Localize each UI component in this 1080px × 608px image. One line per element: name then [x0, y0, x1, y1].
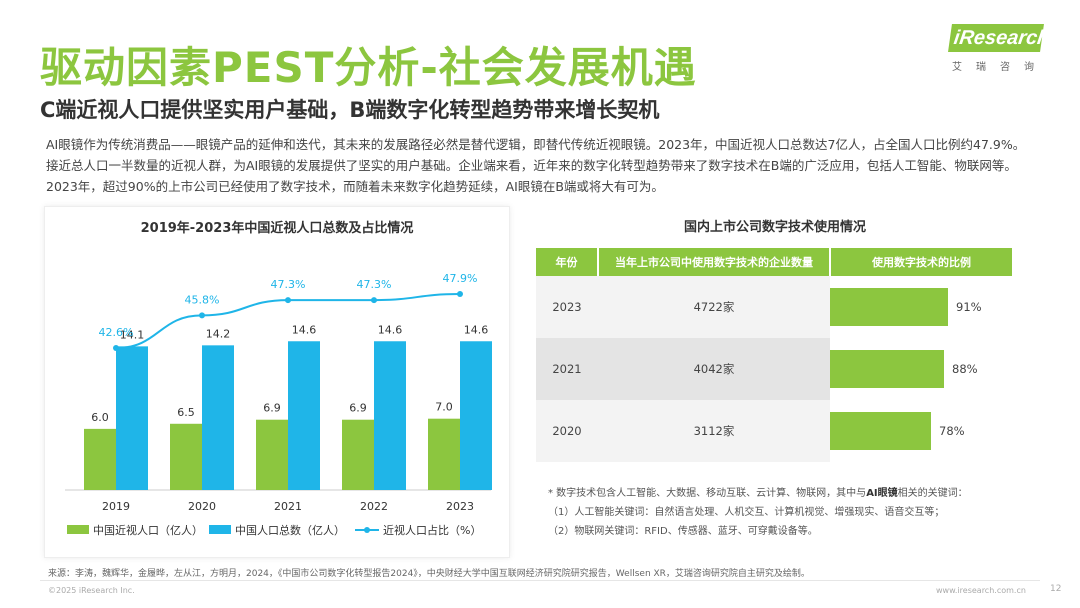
- bar-label: 14.1: [120, 328, 145, 341]
- bar-label: 6.0: [91, 411, 109, 424]
- bar-total-population: [288, 341, 320, 490]
- iresearch-logo: iResearch 艾瑞咨询: [948, 24, 1051, 74]
- x-tick-label: 2019: [102, 500, 130, 513]
- legend-label: 中国近视人口（亿人）: [93, 523, 203, 537]
- point-myopia-ratio: [113, 345, 119, 351]
- table-header-row: 年份 当年上市公司中使用数字技术的企业数量 使用数字技术的比例: [536, 248, 1012, 276]
- bar-label: 14.6: [292, 323, 317, 336]
- cell-count: 3112家: [598, 400, 830, 462]
- bar-label: 14.6: [378, 323, 403, 336]
- source-note: 来源：李涛，魏辉华，金履晔，左从江，方明月，2024，《中国市公司数字化转型报告…: [48, 569, 810, 579]
- bar-total-population: [116, 346, 148, 490]
- table-title: 国内上市公司数字技术使用情况: [683, 220, 866, 235]
- note-line-1: * 数字技术包含人工智能、大数据、移动互联、云计算、物联网，其中与AI眼镜相关的…: [548, 488, 968, 499]
- point-label: 47.9%: [443, 272, 478, 285]
- x-tick-label: 2022: [360, 500, 388, 513]
- bar-label: 14.6: [464, 323, 489, 336]
- bar-label: 6.9: [263, 402, 281, 415]
- note-line-2: （1）人工智能关键词：自然语言处理、人机交互、计算机视觉、增强现实、语音交互等；: [548, 507, 945, 518]
- table-row: 2020 3112家 78%: [536, 400, 1012, 462]
- cell-year: 2023: [536, 276, 598, 338]
- logo-subtitle: 艾瑞咨询: [952, 62, 1048, 73]
- bar-myopia-population: [170, 423, 202, 490]
- point-myopia-ratio: [371, 297, 377, 304]
- point-myopia-ratio: [199, 312, 205, 319]
- cell-year: 2021: [536, 338, 598, 400]
- cell-ratio: 91%: [830, 276, 1012, 338]
- bar-total-population: [374, 341, 406, 490]
- x-tick-label: 2021: [274, 500, 302, 513]
- page-number: 12: [1050, 584, 1062, 594]
- ratio-bar: [830, 288, 948, 326]
- point-label: 47.3%: [271, 278, 306, 291]
- ratio-label: 91%: [956, 300, 982, 314]
- cell-ratio: 78%: [830, 400, 1012, 462]
- bar-total-population: [202, 345, 234, 490]
- bar-label: 14.2: [206, 327, 231, 340]
- bar-label: 7.0: [435, 401, 453, 414]
- bar-label: 6.9: [349, 402, 367, 415]
- bar-total-population: [460, 341, 492, 490]
- myopia-chart-panel: 2019年-2023年中国近视人口总数及占比情况 6.0 14.1 2019 6.5 1…: [44, 206, 510, 558]
- ratio-bar: [830, 350, 944, 388]
- bar-myopia-population: [342, 419, 374, 490]
- table-row: 2021 4042家 88%: [536, 338, 1012, 400]
- myopia-chart: 6.0 14.1 2019 6.5 14.2 2020 6.9 14.6 2021 6.9 14.6…: [65, 272, 492, 537]
- footer-divider: [40, 580, 1040, 581]
- note-line-3: （2）物联网关键词：RFID、传感器、蓝牙、可穿戴设备等。: [548, 526, 818, 537]
- ratio-label: 88%: [952, 362, 978, 376]
- legend-label: 近视人口占比（%）: [383, 523, 481, 537]
- ratio-bar: [830, 412, 931, 450]
- page-subtitle: C端近视人口提供坚实用户基础，B端数字化转型趋势带来增长契机: [40, 98, 660, 122]
- point-myopia-ratio: [285, 297, 291, 304]
- legend-swatch-total: [209, 525, 231, 534]
- x-tick-label: 2023: [446, 500, 474, 513]
- chart-title: 2019年-2023年中国近视人口总数及占比情况: [140, 221, 414, 236]
- digital-tech-table: 年份 当年上市公司中使用数字技术的企业数量 使用数字技术的比例 2023 472…: [536, 248, 1012, 462]
- bar-myopia-population: [256, 419, 288, 490]
- legend-swatch-ratio-dot: [364, 527, 370, 533]
- legend-label: 中国人口总数（亿人）: [235, 523, 345, 537]
- cell-year: 2020: [536, 400, 598, 462]
- point-label: 42.6%: [99, 326, 134, 339]
- bar-myopia-population: [428, 418, 460, 490]
- header-count: 当年上市公司中使用数字技术的企业数量: [598, 248, 831, 276]
- cell-count: 4042家: [598, 338, 830, 400]
- website-link[interactable]: www.iresearch.com.cn: [936, 586, 1026, 595]
- bar-label: 6.5: [177, 406, 195, 419]
- point-label: 47.3%: [357, 278, 392, 291]
- ratio-label: 78%: [939, 424, 965, 438]
- cell-count: 4722家: [598, 276, 830, 338]
- header-ratio: 使用数字技术的比例: [830, 248, 1012, 276]
- logo-wordmark: iResearch: [948, 24, 1051, 52]
- bar-myopia-population: [84, 428, 116, 490]
- legend-swatch-myopia: [67, 525, 89, 534]
- point-myopia-ratio: [457, 291, 463, 297]
- intro-paragraph: AI眼镜作为传统消费品——眼镜产品的延伸和迭代，其未来的发展路径必然是替代逻辑，…: [46, 137, 1026, 194]
- cell-ratio: 88%: [830, 338, 1012, 400]
- point-label: 45.8%: [185, 293, 220, 306]
- x-tick-label: 2020: [188, 500, 216, 513]
- copyright: ©2025 iResearch Inc.: [48, 586, 135, 595]
- header-year: 年份: [536, 248, 599, 276]
- page-title: 驱动因素PEST分析-社会发展机遇: [40, 43, 697, 92]
- table-notes: * 数字技术包含人工智能、大数据、移动互联、云计算、物联网，其中与AI眼镜相关的…: [548, 484, 1028, 541]
- table-row: 2023 4722家 91%: [536, 276, 1012, 338]
